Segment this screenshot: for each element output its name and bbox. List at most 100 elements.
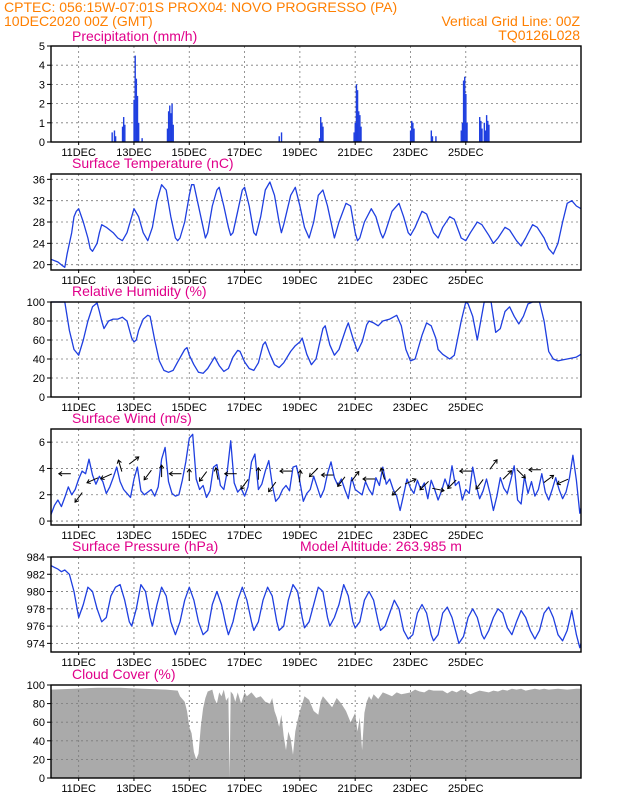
- pressure-title: Surface Pressure (hPa): [72, 538, 218, 554]
- x-tick-label: 11DEC: [61, 530, 96, 542]
- precipitation-bar: [122, 117, 125, 142]
- x-tick-label: 15DEC: [172, 783, 208, 795]
- x-tick-label: 25DEC: [448, 275, 484, 287]
- station-line: CPTEC: 056:15W-07:01S PROX04: NOVO PROGR…: [4, 0, 397, 15]
- y-tick-label: 2: [39, 99, 45, 111]
- precipitation-bar: [355, 84, 358, 142]
- y-tick-label: 40: [33, 736, 45, 748]
- x-tick-label: 17DEC: [227, 147, 263, 159]
- precipitation-bar: [465, 94, 467, 142]
- x-tick-label: 23DEC: [393, 275, 429, 287]
- precipitation-bar: [412, 122, 414, 142]
- plot-frame: [50, 684, 582, 779]
- x-tick-label: 17DEC: [227, 530, 263, 542]
- x-tick-label: 23DEC: [393, 402, 429, 414]
- plot-frame: [50, 556, 582, 653]
- wind-arrow: [255, 466, 262, 480]
- plot-frame: [50, 301, 582, 398]
- precipitation-bar: [320, 117, 322, 142]
- wind-arrow: [320, 472, 334, 478]
- y-tick-label: 20: [33, 373, 45, 385]
- x-tick-label: 25DEC: [448, 147, 484, 159]
- x-tick-label: 17DEC: [227, 783, 263, 795]
- temperature-title: Surface Temperature (nC): [72, 155, 234, 171]
- y-tick-label: 80: [33, 699, 45, 711]
- y-tick-label: 32: [33, 196, 45, 208]
- precipitation-bar: [360, 126, 362, 142]
- x-tick-label: 15DEC: [172, 275, 208, 287]
- y-tick-label: 980: [27, 587, 45, 599]
- temperature-line: [50, 181, 582, 268]
- x-tick-label: 19DEC: [282, 530, 318, 542]
- precipitation-bar: [137, 122, 140, 142]
- wind-arrow: [240, 479, 249, 490]
- precipitation-bar: [480, 120, 482, 142]
- precipitation-bar: [322, 126, 324, 142]
- precipitation-bar: [413, 128, 415, 142]
- y-tick-label: 0: [39, 137, 45, 149]
- wind-arrow: [447, 479, 457, 490]
- wind-arrow: [158, 464, 165, 478]
- y-tick-label: 0: [39, 516, 45, 528]
- pressure-panel: Surface Pressure (hPa) Model Altitude: 2…: [27, 538, 582, 669]
- y-tick-label: 978: [27, 604, 45, 616]
- x-tick-label: 11DEC: [61, 402, 96, 414]
- precipitation-bar: [170, 113, 172, 142]
- precipitation-bar: [141, 138, 143, 142]
- precipitation-bar: [485, 115, 488, 142]
- y-tick-label: 4: [39, 463, 45, 475]
- precipitation-bar: [321, 122, 323, 142]
- y-tick-label: 60: [33, 335, 45, 347]
- x-tick-label: 11DEC: [61, 275, 96, 287]
- precipitation-bar: [481, 128, 483, 142]
- wind-arrow: [404, 477, 417, 485]
- y-tick-label: 40: [33, 354, 45, 366]
- x-tick-label: 25DEC: [448, 530, 484, 542]
- y-tick-label: 2: [39, 490, 45, 502]
- precipitation-bar: [483, 122, 486, 142]
- y-tick-label: 0: [39, 773, 45, 785]
- precipitation-bar: [488, 124, 490, 142]
- x-tick-label: 19DEC: [282, 275, 318, 287]
- precipitation-bar: [124, 124, 126, 142]
- wind-arrow: [57, 471, 71, 477]
- plot-frame: [50, 173, 582, 271]
- precipitation-bar: [167, 111, 170, 142]
- precipitation-bar: [484, 130, 487, 142]
- precipitation-bar: [359, 115, 361, 142]
- precipitation-bar: [464, 76, 466, 142]
- cloud-cover-title: Cloud Cover (%): [72, 666, 175, 682]
- humidity-panel: Relative Humidity (%) 11DEC 13DEC 15DEC 17D…: [27, 283, 582, 414]
- pressure-line: [51, 565, 581, 649]
- wind-arrow: [351, 470, 360, 482]
- y-tick-label: 6: [39, 437, 45, 449]
- y-tick-label: 80: [33, 316, 45, 328]
- y-tick-label: 1: [39, 118, 45, 130]
- y-tick-label: 974: [27, 638, 45, 650]
- y-tick-label: 5: [39, 41, 45, 53]
- precipitation-bar: [134, 55, 136, 142]
- wind-panel: Surface Wind (m/s) 11DEC 13DEC 15DEC 17DEC 1…: [39, 410, 582, 542]
- x-tick-label: 21DEC: [337, 402, 373, 414]
- wind-arrows: [57, 456, 569, 503]
- wind-arrow: [458, 468, 472, 474]
- precipitation-bar: [353, 132, 355, 142]
- x-tick-label: 23DEC: [393, 657, 429, 669]
- precipitation-panel: Precipitation (mm/h) 11DEC 13DEC 15DEC 17DE…: [39, 28, 582, 159]
- wind-speed-line: [50, 433, 582, 515]
- x-tick-label: 25DEC: [448, 657, 484, 669]
- y-tick-label: 4: [39, 60, 45, 72]
- y-tick-label: 28: [33, 217, 45, 229]
- x-tick-label: 21DEC: [337, 530, 373, 542]
- grid-line-note: Vertical Grid Line: 00Z: [441, 13, 580, 29]
- plot-frame: [50, 45, 582, 143]
- precipitation-bar: [479, 117, 481, 142]
- gridlines: [51, 174, 581, 270]
- x-tick-label: 17DEC: [227, 402, 263, 414]
- precipitation-bar: [133, 99, 135, 142]
- wind-arrow: [168, 471, 182, 477]
- y-tick-label: 976: [27, 621, 45, 633]
- x-tick-label: 13DEC: [116, 657, 152, 669]
- wind-arrow: [297, 469, 303, 483]
- precipitation-bar: [460, 130, 462, 142]
